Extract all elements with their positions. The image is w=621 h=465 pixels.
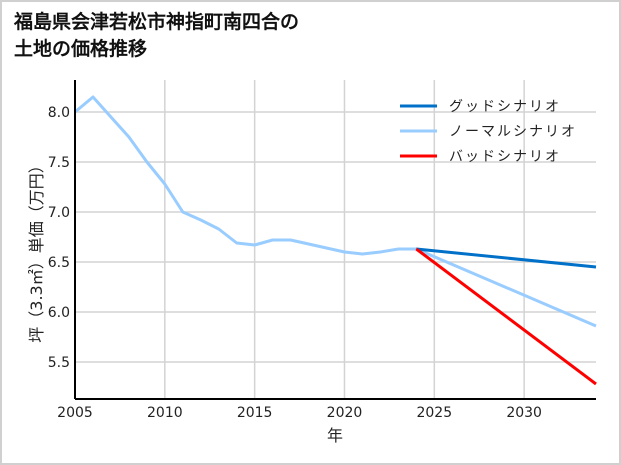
chart-title-line1: 福島県会津若松市神指町南四合の [14,11,300,33]
x-tick-label: 2015 [237,405,273,421]
legend-label: グッドシナリオ [449,99,561,115]
series-line [416,247,597,269]
chart-title-line2: 土地の価格推移 [14,38,148,60]
tick-labels: 2005 2010 2015 2020 2025 2030 5.5 6.0 6.5 7.0 7.5 8… [48,105,542,421]
grid [74,80,596,399]
y-tick-label: 6.0 [48,305,70,321]
x-tick-label: 2025 [416,405,452,421]
series-line [415,247,597,386]
y-tick-label: 7.0 [48,205,70,221]
data-lines [74,95,597,386]
y-tick-label: 5.5 [48,355,70,371]
x-tick-label: 2010 [147,405,183,421]
x-tick-label: 2030 [506,405,542,421]
x-tick-label: 2020 [327,405,363,421]
legend-label: ノーマルシナリオ [449,124,577,140]
axes [74,80,596,400]
y-tick-label: 7.5 [48,155,70,171]
legend-label: バッドシナリオ [449,149,561,165]
y-tick-label: 8.0 [48,105,70,121]
chart-title: 福島県会津若松市神指町南四合の 土地の価格推移 [14,9,299,63]
y-axis-label: 坪（3.3㎡）単価（万円） [27,157,46,342]
x-axis-label: 年 [327,426,343,445]
y-tick-label: 6.5 [48,255,70,271]
series-line [74,95,597,328]
x-tick-label: 2005 [57,405,93,421]
